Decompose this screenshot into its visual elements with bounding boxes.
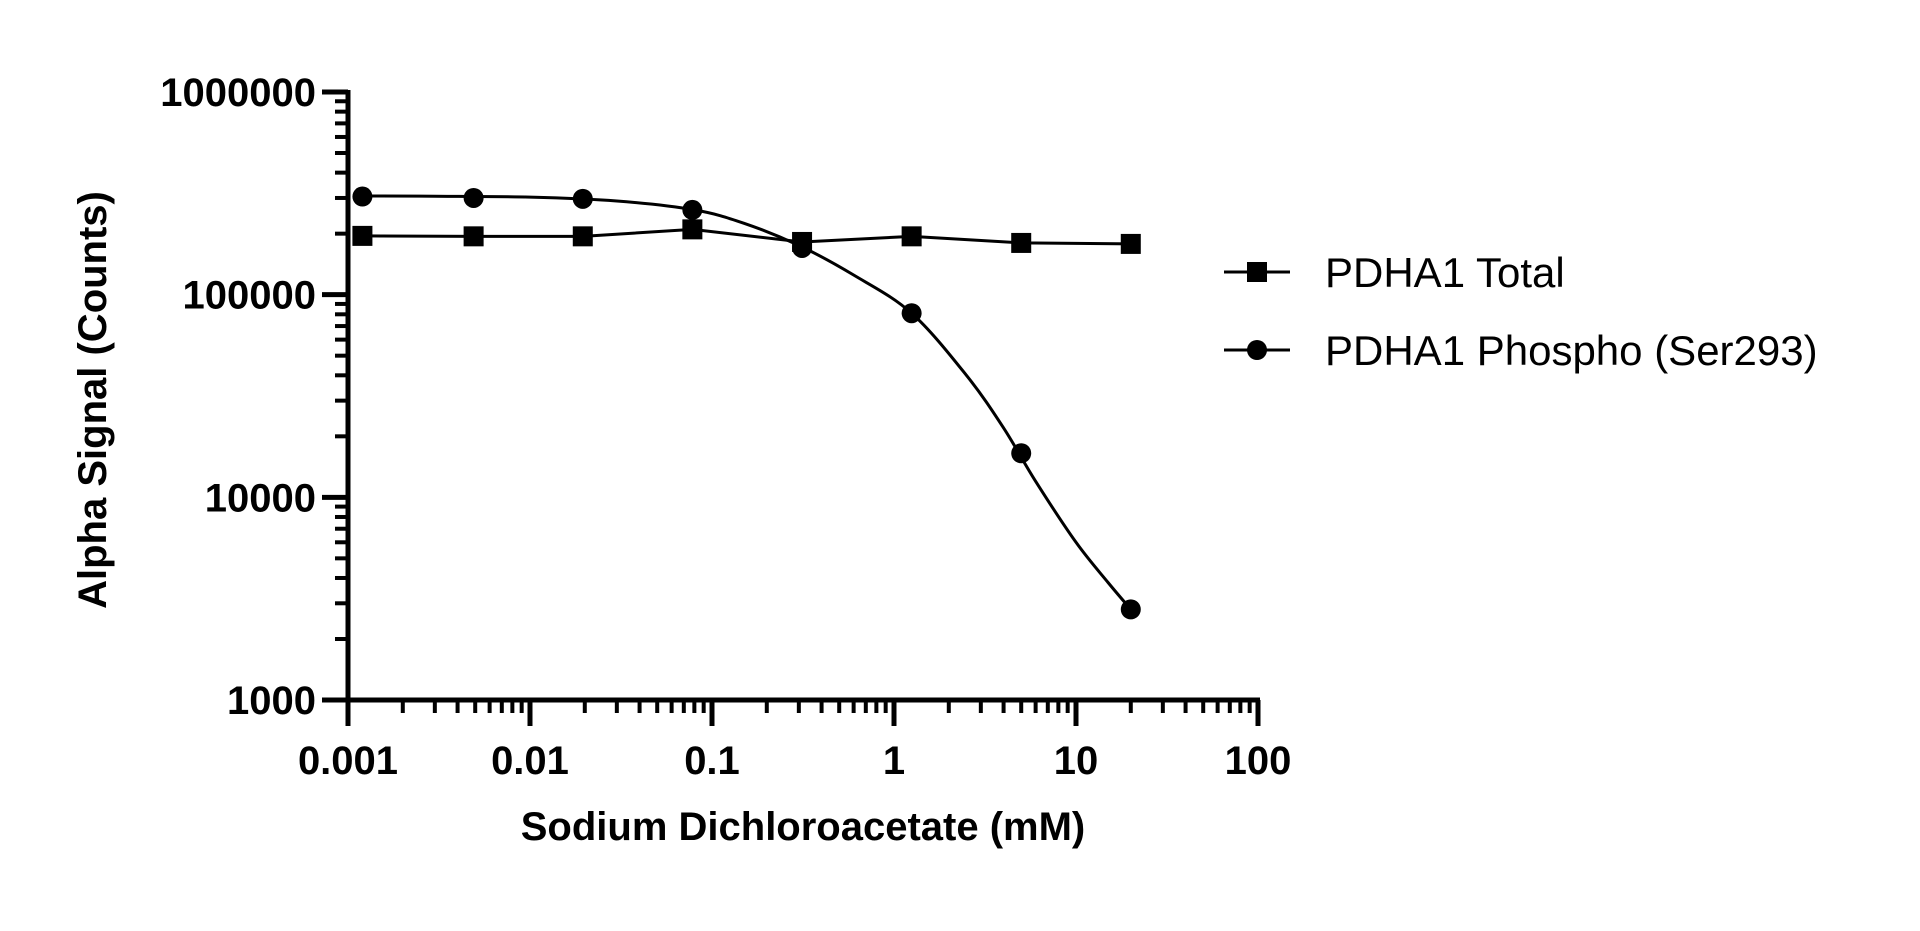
series-layer xyxy=(352,186,1141,620)
x-axis-title: Sodium Dichloroacetate (mM) xyxy=(521,805,1086,849)
legend-label: PDHA1 Total xyxy=(1325,249,1565,296)
legend-marker-circle xyxy=(1247,340,1267,360)
x-tick-label: 100 xyxy=(1225,739,1292,783)
y-tick-label: 100000 xyxy=(183,274,316,318)
data-point-circle xyxy=(901,303,922,324)
data-point-circle xyxy=(463,187,484,208)
x-tick-label: 0.01 xyxy=(491,739,569,783)
x-tick-label: 0.1 xyxy=(684,739,740,783)
data-point-square xyxy=(901,226,922,247)
data-point-square xyxy=(682,219,703,240)
x-tick-label: 10 xyxy=(1054,739,1099,783)
legend-marker-square xyxy=(1247,262,1267,282)
x-tick-label: 1 xyxy=(883,739,905,783)
data-point-square xyxy=(352,225,373,246)
data-point-circle xyxy=(352,186,373,207)
y-tick-label: 1000000 xyxy=(160,71,316,115)
series-2 xyxy=(352,186,1141,620)
series-line xyxy=(362,227,1131,246)
legend-item: PDHA1 Total xyxy=(1224,249,1565,296)
data-point-square xyxy=(1011,232,1032,253)
legend-item: PDHA1 Phospho (Ser293) xyxy=(1224,327,1818,374)
axes: 1000 10000 100000 1000000 0.001 0.01 0.1 1 10 100 xyxy=(160,71,1291,783)
data-point-circle xyxy=(1120,599,1141,620)
x-tick-label: 0.001 xyxy=(298,739,398,783)
y-tick-label: 10000 xyxy=(205,476,316,520)
data-point-circle xyxy=(792,237,813,258)
data-point-circle xyxy=(1011,443,1032,464)
data-point-circle xyxy=(682,199,703,220)
y-tick-label: 1000 xyxy=(227,679,316,723)
y-axis-title: Alpha Signal (Counts) xyxy=(71,191,115,609)
data-point-square xyxy=(1120,233,1141,254)
data-point-square xyxy=(572,226,593,247)
data-point-square xyxy=(463,226,484,247)
data-point-circle xyxy=(572,188,593,209)
legend: PDHA1 Total PDHA1 Phospho (Ser293) xyxy=(1224,249,1818,374)
legend-label: PDHA1 Phospho (Ser293) xyxy=(1325,327,1818,374)
series-line xyxy=(362,194,1132,611)
